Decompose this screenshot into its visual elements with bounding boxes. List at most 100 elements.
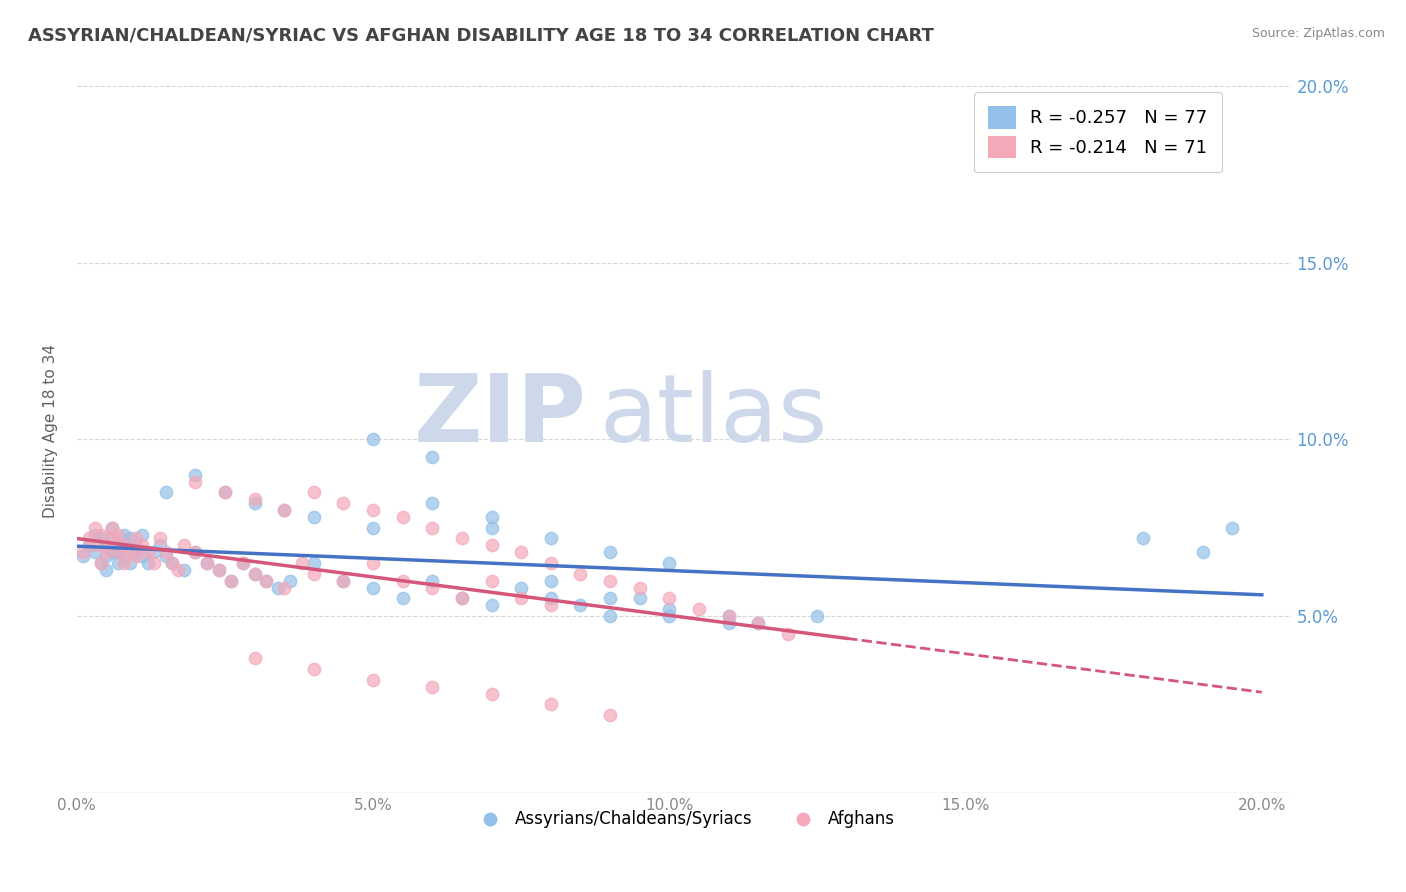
- Point: [332, 574, 354, 588]
- Point: [302, 485, 325, 500]
- Point: [540, 574, 562, 588]
- Point: [120, 556, 142, 570]
- Point: [1220, 521, 1243, 535]
- Point: [806, 609, 828, 624]
- Point: [142, 545, 165, 559]
- Point: [136, 556, 159, 570]
- Point: [173, 538, 195, 552]
- Point: [599, 708, 621, 723]
- Point: [422, 680, 444, 694]
- Point: [160, 556, 183, 570]
- Point: [90, 532, 112, 546]
- Point: [101, 521, 124, 535]
- Point: [243, 492, 266, 507]
- Point: [481, 599, 503, 613]
- Point: [101, 545, 124, 559]
- Point: [184, 467, 207, 482]
- Point: [391, 591, 413, 606]
- Point: [107, 545, 129, 559]
- Point: [302, 510, 325, 524]
- Point: [131, 528, 153, 542]
- Point: [120, 545, 142, 559]
- Point: [273, 503, 295, 517]
- Point: [481, 574, 503, 588]
- Point: [107, 538, 129, 552]
- Point: [149, 532, 172, 546]
- Point: [142, 556, 165, 570]
- Legend: Assyrians/Chaldeans/Syriacs, Afghans: Assyrians/Chaldeans/Syriacs, Afghans: [467, 804, 901, 835]
- Point: [112, 538, 135, 552]
- Point: [422, 496, 444, 510]
- Point: [776, 626, 799, 640]
- Point: [131, 549, 153, 563]
- Point: [540, 698, 562, 712]
- Point: [361, 556, 384, 570]
- Point: [422, 521, 444, 535]
- Point: [361, 673, 384, 687]
- Point: [90, 528, 112, 542]
- Point: [195, 556, 218, 570]
- Point: [96, 538, 118, 552]
- Point: [273, 503, 295, 517]
- Point: [717, 609, 740, 624]
- Point: [166, 563, 188, 577]
- Point: [90, 556, 112, 570]
- Point: [658, 556, 681, 570]
- Point: [422, 574, 444, 588]
- Point: [717, 609, 740, 624]
- Point: [243, 566, 266, 581]
- Point: [96, 563, 118, 577]
- Point: [214, 485, 236, 500]
- Point: [302, 556, 325, 570]
- Point: [1132, 532, 1154, 546]
- Point: [219, 574, 242, 588]
- Point: [391, 574, 413, 588]
- Point: [422, 581, 444, 595]
- Point: [96, 538, 118, 552]
- Point: [540, 591, 562, 606]
- Point: [267, 581, 290, 595]
- Point: [125, 538, 148, 552]
- Point: [688, 602, 710, 616]
- Point: [481, 687, 503, 701]
- Point: [658, 591, 681, 606]
- Point: [83, 545, 105, 559]
- Point: [112, 556, 135, 570]
- Point: [628, 581, 651, 595]
- Point: [628, 591, 651, 606]
- Point: [481, 521, 503, 535]
- Point: [72, 545, 94, 559]
- Point: [72, 549, 94, 563]
- Point: [112, 528, 135, 542]
- Point: [96, 549, 118, 563]
- Point: [510, 591, 533, 606]
- Point: [540, 599, 562, 613]
- Point: [451, 591, 474, 606]
- Point: [208, 563, 231, 577]
- Point: [155, 549, 177, 563]
- Point: [481, 510, 503, 524]
- Point: [243, 651, 266, 665]
- Point: [232, 556, 254, 570]
- Point: [160, 556, 183, 570]
- Point: [125, 545, 148, 559]
- Point: [120, 532, 142, 546]
- Point: [422, 450, 444, 464]
- Text: ZIP: ZIP: [415, 370, 586, 462]
- Point: [599, 591, 621, 606]
- Text: atlas: atlas: [599, 370, 827, 462]
- Point: [332, 574, 354, 588]
- Point: [101, 532, 124, 546]
- Point: [256, 574, 278, 588]
- Point: [173, 563, 195, 577]
- Point: [219, 574, 242, 588]
- Point: [599, 545, 621, 559]
- Point: [540, 532, 562, 546]
- Point: [278, 574, 301, 588]
- Point: [107, 556, 129, 570]
- Point: [332, 496, 354, 510]
- Point: [232, 556, 254, 570]
- Point: [184, 545, 207, 559]
- Point: [302, 566, 325, 581]
- Point: [131, 538, 153, 552]
